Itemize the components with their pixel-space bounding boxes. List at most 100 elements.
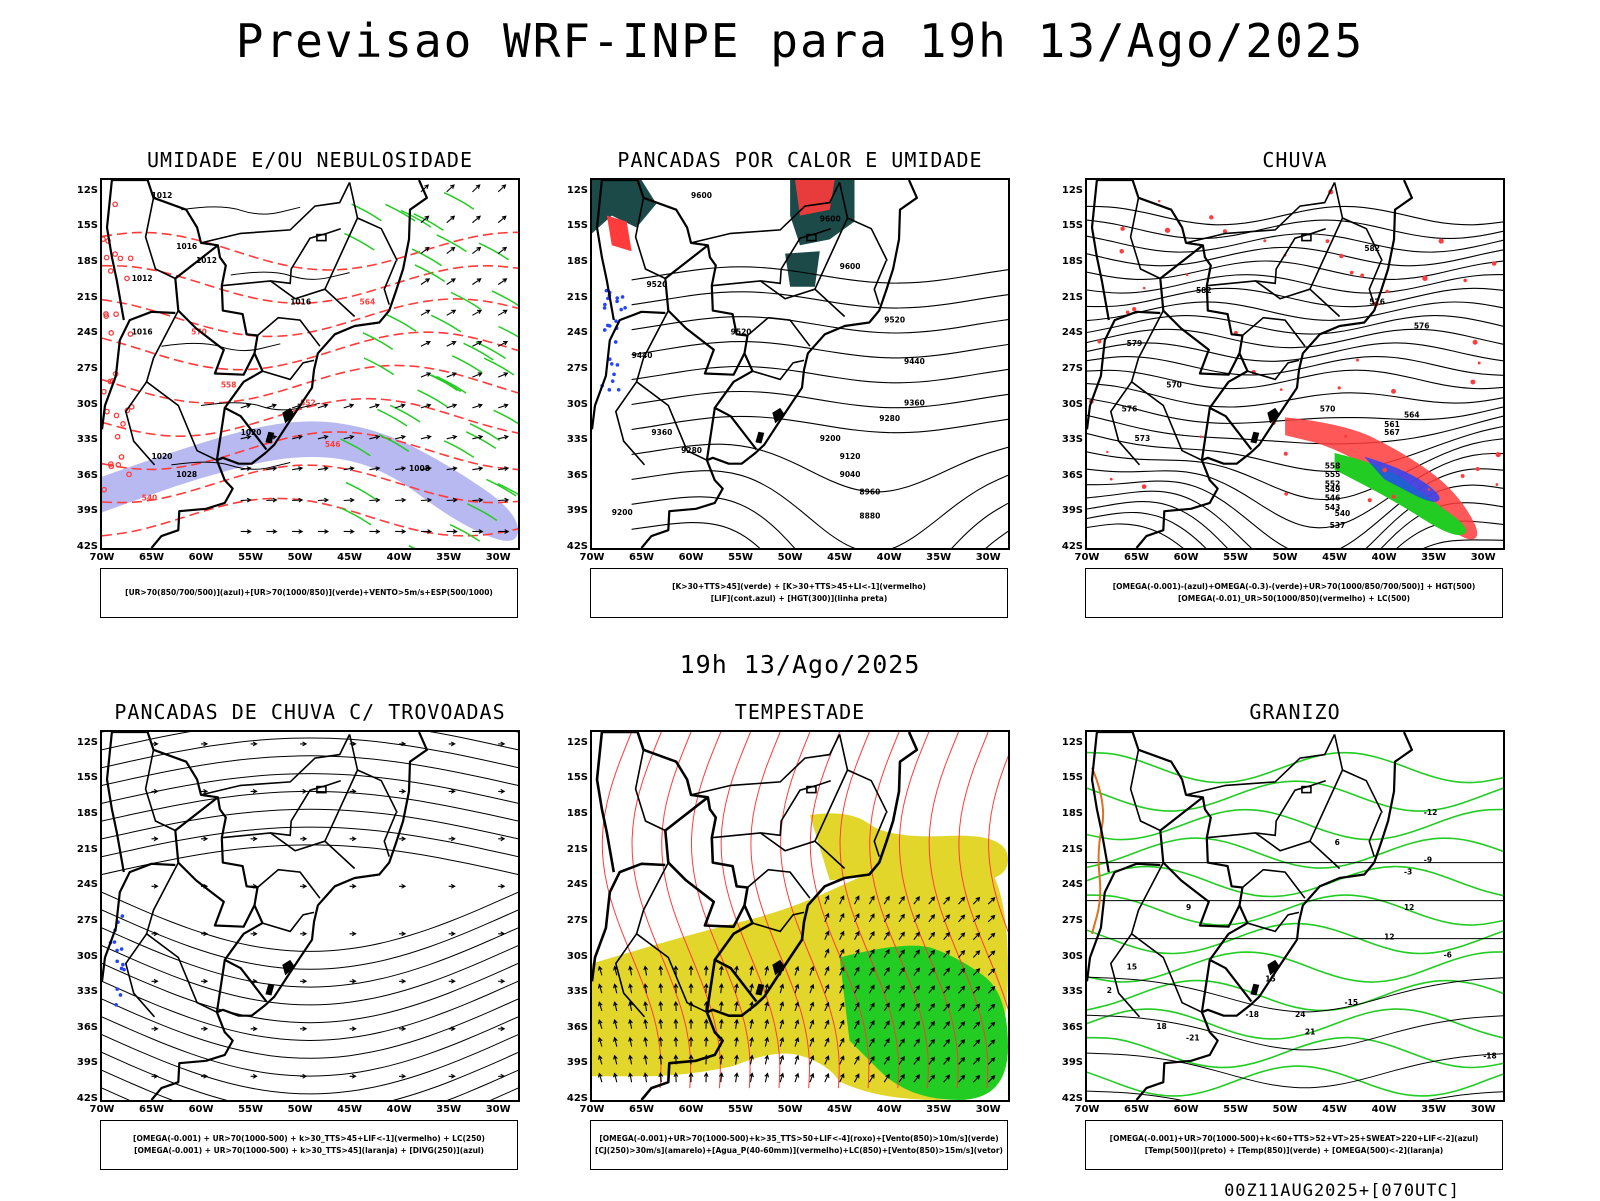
- panel-title: GRANIZO: [1085, 700, 1505, 724]
- humidity-contour-green: [412, 249, 442, 266]
- map-frame: [100, 730, 520, 1102]
- contour-label: 576: [1414, 321, 1430, 330]
- state-border: [222, 229, 341, 286]
- legend-line: [Temp(500)](preto) + [Temp(850)](verde) …: [1145, 1145, 1443, 1157]
- wind-vector: [472, 373, 481, 377]
- wind-vector: [472, 248, 480, 254]
- lon-tick-label: 45W: [332, 1104, 368, 1115]
- humidity-contour-green: [486, 479, 516, 496]
- legend-line: [LIF](cont.azul) + [HGT(300)](linha pret…: [711, 593, 888, 605]
- wind-vector: [498, 435, 508, 439]
- rain-cell: [1496, 452, 1501, 457]
- humidity-contour-green: [437, 235, 467, 252]
- temp500-contour: [1087, 1053, 1503, 1088]
- wind-vector: [399, 932, 405, 936]
- height-contour: [632, 367, 1008, 383]
- wind-vector: [350, 932, 356, 936]
- lat-tick-label: 21S: [560, 844, 588, 855]
- contour-label: 12: [1384, 933, 1394, 942]
- lat-tick-label: 27S: [70, 363, 98, 374]
- state-border: [1248, 912, 1300, 931]
- lat-tick-label: 24S: [560, 879, 588, 890]
- rain-cell: [1476, 467, 1480, 471]
- rain-cell: [1158, 200, 1160, 202]
- field-layer: 9600960096009520952095209440944093609360…: [592, 180, 1008, 548]
- rain-cell: [1391, 389, 1396, 394]
- divergence-blue: [121, 914, 125, 918]
- contour-label: 564: [360, 298, 376, 307]
- rain-cell: [1382, 468, 1387, 473]
- field-layer: [102, 732, 518, 1100]
- lon-tick-label: 35W: [431, 552, 467, 563]
- red-cell: [113, 202, 117, 206]
- rain-cell: [1470, 380, 1475, 385]
- wind-vector: [421, 435, 431, 439]
- rain-cell: [1106, 451, 1108, 453]
- panel-title: PANCADAS POR CALOR E UMIDADE: [590, 148, 1010, 172]
- contour-label: -18: [1483, 1051, 1497, 1060]
- temp850-contour: [1087, 1066, 1503, 1096]
- lon-tick-label: 45W: [332, 552, 368, 563]
- lat-tick-label: 36S: [560, 470, 588, 481]
- temp850-contour: [1087, 895, 1503, 925]
- country-border: [102, 864, 175, 982]
- humidity-contour-green: [390, 405, 420, 422]
- contour-label: 9600: [820, 215, 841, 224]
- wind-vector: [251, 1074, 257, 1078]
- red-cell: [109, 331, 113, 335]
- country-border: [1202, 960, 1210, 1012]
- wind-vector: [350, 1074, 356, 1078]
- map-svg: 26912121515182124-3-6-9-12-15-18-18-21: [1087, 732, 1503, 1100]
- lat-tick-label: 15S: [560, 220, 588, 231]
- contour-label: 2: [1107, 986, 1112, 995]
- lat-tick-label: 21S: [1055, 844, 1083, 855]
- contour-label: 12: [1404, 903, 1414, 912]
- contour-label: 9200: [612, 508, 633, 517]
- wind-vector: [704, 1073, 708, 1082]
- lat-tick-label: 18S: [560, 256, 588, 267]
- lifted-index-blue: [615, 300, 619, 304]
- wind-vector: [447, 530, 457, 534]
- temp500-contour: [1087, 1091, 1503, 1100]
- wind-vector: [152, 979, 158, 983]
- state-border: [263, 912, 315, 931]
- state-border: [1131, 750, 1161, 831]
- red-cell: [115, 435, 119, 439]
- panel-chuva: CHUVA 582 582 576 576 570 570 567 564 561 558 555 55…: [1039, 148, 1509, 638]
- rain-cell: [1338, 386, 1341, 389]
- contour-label: 9360: [651, 428, 672, 437]
- lat-tick-label: 21S: [70, 844, 98, 855]
- wind-vector: [318, 467, 328, 471]
- map-frame: 9600 9600 9600 9520 9520 9520 9440 9440 9360 9360…: [590, 178, 1010, 550]
- divergence-blue: [115, 987, 119, 991]
- wind-vector: [449, 789, 455, 793]
- lon-tick-label: 60W: [673, 1104, 709, 1115]
- wind-vector: [447, 248, 455, 254]
- wind-vector: [152, 1027, 158, 1031]
- state-border: [637, 311, 707, 461]
- field-layer: 5825825765765705705675645615585555525495…: [1087, 189, 1503, 548]
- lifted-index-blue: [615, 296, 619, 300]
- lat-tick-label: 15S: [70, 772, 98, 783]
- legend-line: [OMEGA(-0.001)-(azul)+OMEGA(-0.3)-(verde…: [1113, 581, 1476, 593]
- country-border: [1097, 732, 1252, 1002]
- lon-tick-label: 40W: [1366, 1104, 1402, 1115]
- temp850-contour: [1087, 981, 1503, 1011]
- contour-label: 24: [1295, 1010, 1305, 1019]
- lon-tick-label: 45W: [822, 1104, 858, 1115]
- lat-tick-label: 36S: [1055, 470, 1083, 481]
- contour-label: -18: [1245, 1010, 1259, 1019]
- wind-vector: [201, 742, 207, 746]
- contour-label: 1016: [176, 242, 197, 251]
- lagoon: [755, 432, 764, 444]
- height-contour: [632, 392, 1008, 408]
- contour-label: 558: [221, 381, 237, 390]
- lon-tick-label: 50W: [772, 1104, 808, 1115]
- country-border: [597, 732, 614, 872]
- wind-vector: [498, 310, 507, 315]
- lon-tick-label: 60W: [1168, 552, 1204, 563]
- lon-tick-label: 30W: [480, 552, 516, 563]
- wind-vector: [300, 742, 306, 746]
- state-border: [616, 382, 645, 465]
- state-border: [1131, 198, 1161, 279]
